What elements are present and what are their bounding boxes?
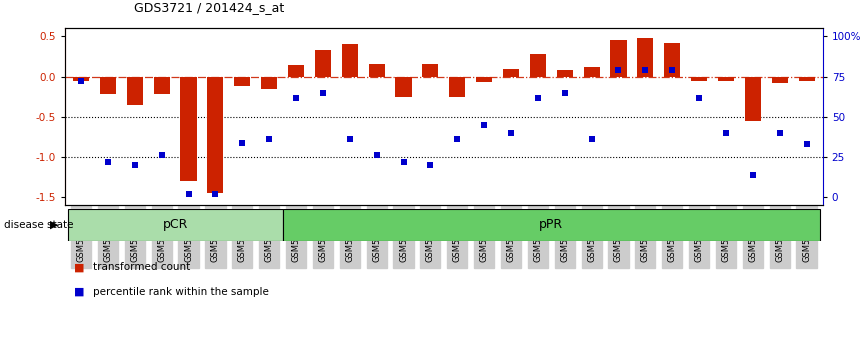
Bar bbox=[282, 209, 820, 241]
Point bbox=[504, 130, 518, 136]
Point bbox=[74, 79, 88, 84]
Bar bbox=[772, 76, 788, 83]
Bar bbox=[476, 76, 492, 82]
Bar bbox=[611, 40, 626, 76]
Point bbox=[101, 159, 115, 165]
Bar bbox=[342, 44, 358, 76]
Point bbox=[799, 141, 813, 147]
Bar bbox=[664, 43, 681, 76]
Point bbox=[558, 90, 572, 96]
Text: pPR: pPR bbox=[540, 218, 564, 231]
Point bbox=[182, 191, 196, 197]
Bar bbox=[798, 76, 815, 81]
Point bbox=[316, 90, 330, 96]
Point bbox=[531, 95, 545, 100]
Bar bbox=[234, 76, 250, 86]
Text: transformed count: transformed count bbox=[93, 262, 190, 272]
Point bbox=[638, 67, 652, 73]
Bar bbox=[718, 76, 734, 81]
Point bbox=[262, 137, 276, 142]
Bar bbox=[315, 50, 331, 76]
Point bbox=[128, 162, 142, 168]
Point bbox=[397, 159, 410, 165]
Point bbox=[155, 153, 169, 158]
Point bbox=[611, 67, 625, 73]
Text: percentile rank within the sample: percentile rank within the sample bbox=[93, 287, 268, 297]
Point bbox=[772, 130, 786, 136]
Bar bbox=[745, 76, 761, 121]
Bar bbox=[691, 76, 708, 81]
Bar bbox=[584, 67, 599, 76]
Bar bbox=[637, 38, 654, 76]
Point bbox=[746, 172, 759, 178]
Text: disease state: disease state bbox=[4, 220, 74, 230]
Point bbox=[236, 140, 249, 145]
Point bbox=[343, 137, 357, 142]
Text: ▶: ▶ bbox=[50, 220, 59, 230]
Bar bbox=[68, 209, 282, 241]
Text: ■: ■ bbox=[74, 262, 84, 272]
Bar bbox=[396, 76, 411, 97]
Bar bbox=[449, 76, 465, 97]
Bar bbox=[557, 70, 572, 76]
Bar bbox=[288, 64, 304, 76]
Point bbox=[585, 137, 598, 142]
Bar bbox=[126, 76, 143, 105]
Bar bbox=[73, 76, 89, 81]
Bar bbox=[153, 76, 170, 94]
Point bbox=[719, 130, 733, 136]
Point bbox=[209, 191, 223, 197]
Bar bbox=[262, 76, 277, 88]
Text: GDS3721 / 201424_s_at: GDS3721 / 201424_s_at bbox=[134, 1, 284, 14]
Point bbox=[289, 95, 303, 100]
Point bbox=[477, 122, 491, 128]
Bar bbox=[423, 64, 438, 76]
Point bbox=[370, 153, 384, 158]
Text: pCR: pCR bbox=[163, 218, 188, 231]
Bar bbox=[530, 54, 546, 76]
Bar bbox=[207, 76, 223, 193]
Point bbox=[692, 95, 706, 100]
Bar bbox=[369, 64, 385, 76]
Bar bbox=[180, 76, 197, 181]
Point bbox=[665, 67, 679, 73]
Text: ■: ■ bbox=[74, 287, 84, 297]
Bar bbox=[503, 69, 519, 76]
Point bbox=[423, 162, 437, 168]
Point bbox=[450, 137, 464, 142]
Bar bbox=[100, 76, 116, 94]
